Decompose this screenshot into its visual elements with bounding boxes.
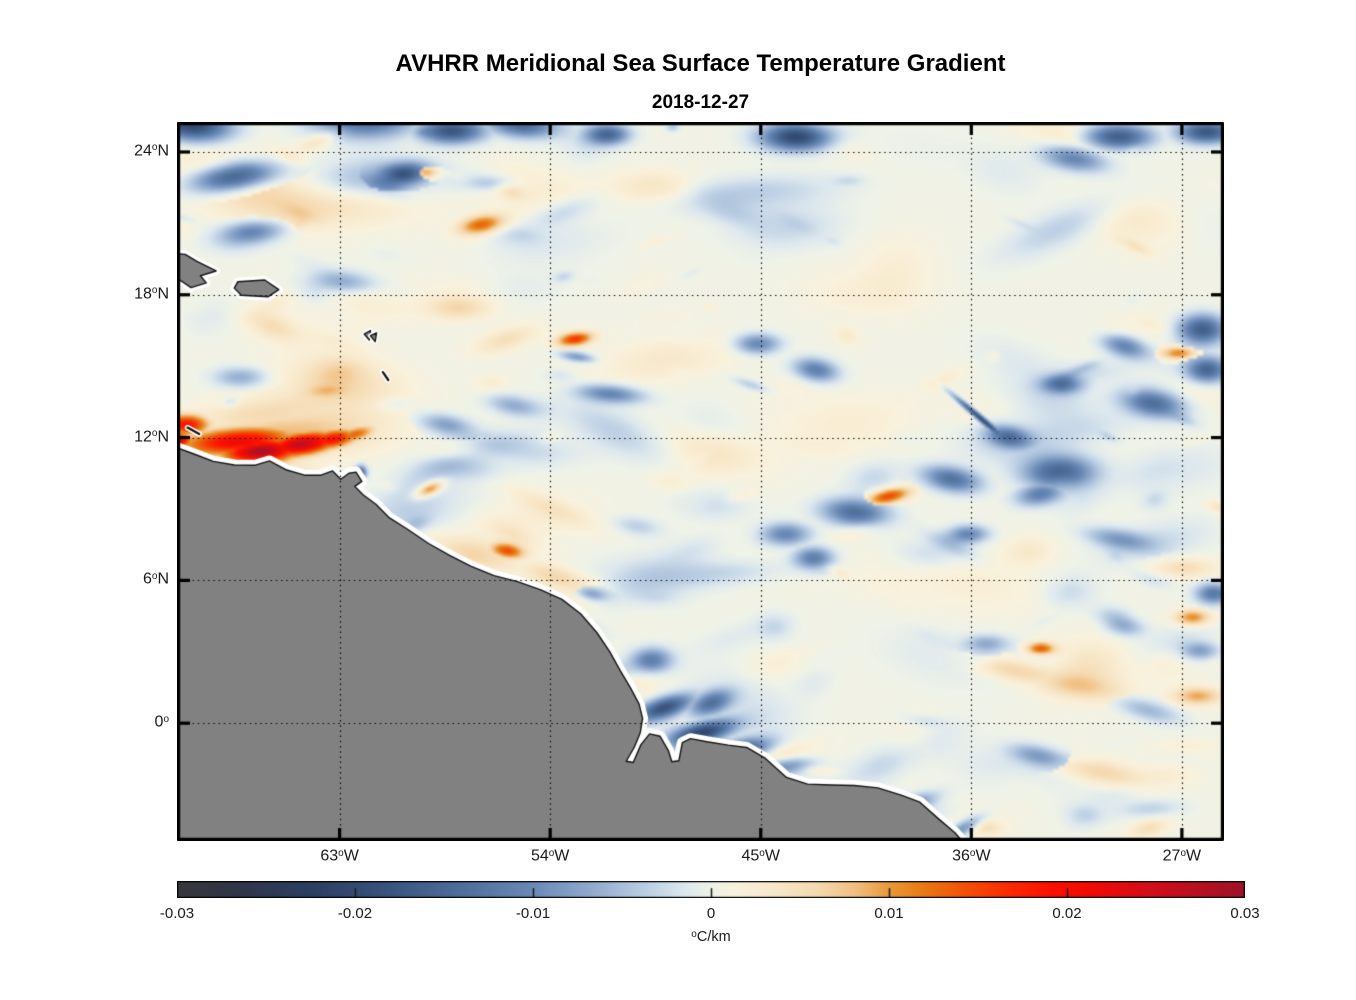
xtick-label: 27oW: [1162, 847, 1202, 865]
ytick-label: 18oN: [134, 285, 169, 303]
colorbar-tick-label: 0.01: [874, 905, 904, 922]
degree-symbol: o: [338, 847, 344, 859]
ytick-label: 0o: [154, 713, 169, 731]
colorbar-tick-label: -0.03: [159, 905, 195, 922]
ytick-label: 6oN: [142, 570, 169, 588]
colorbar-tick-label: -0.02: [337, 905, 373, 922]
colorbar-tick-label: 0: [706, 905, 716, 922]
map-heatmap-canvas: [177, 122, 1224, 841]
ytick-label: 12oN: [134, 427, 169, 445]
chart-title: AVHRR Meridional Sea Surface Temperature…: [395, 50, 1006, 77]
xtick-label: 36oW: [952, 847, 991, 865]
colorbar-canvas: [177, 881, 1245, 898]
xtick-label: 54oW: [530, 847, 570, 865]
xtick-label: 63oW: [320, 847, 359, 865]
chart-date-subtitle: 2018-12-27: [651, 92, 750, 113]
degree-symbol: o: [151, 570, 158, 582]
colorbar-tick-label: 0.02: [1052, 905, 1082, 922]
ytick-label: 24oN: [134, 142, 169, 160]
xtick-label: 45oW: [741, 847, 780, 865]
colorbar-tick-label: -0.01: [515, 905, 551, 922]
degree-symbol: o: [151, 428, 158, 440]
degree-symbol: o: [1180, 847, 1186, 859]
degree-symbol: o: [151, 142, 158, 154]
degree-symbol: o: [151, 285, 158, 297]
degree-symbol: o: [163, 713, 169, 725]
degree-symbol: o: [969, 847, 976, 859]
degree-symbol: o: [548, 847, 555, 859]
degree-symbol: o: [691, 928, 697, 940]
colorbar-tick-label: 0.03: [1230, 905, 1260, 922]
colorbar-unit-label: oC/km: [177, 927, 1245, 945]
unit-text: C/km: [696, 928, 731, 945]
degree-symbol: o: [759, 847, 765, 859]
